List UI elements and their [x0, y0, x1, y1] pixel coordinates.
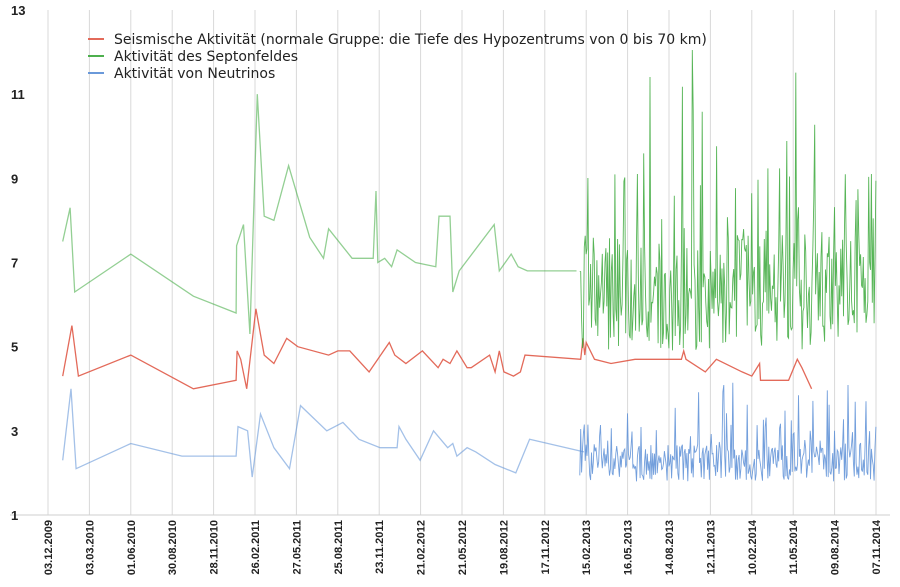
y-tick-label: 7 [11, 256, 18, 271]
x-tick-label: 17.11.2012 [540, 520, 552, 574]
x-tick-label: 01.06.2010 [126, 520, 138, 575]
series-line [62, 94, 577, 335]
x-tick-label: 26.02.2011 [250, 520, 262, 574]
y-tick-label: 1 [11, 508, 18, 523]
y-tick-label: 13 [11, 3, 25, 18]
legend-label: Seismische Aktivität (normale Gruppe: di… [114, 32, 707, 48]
y-tick-label: 9 [11, 171, 18, 186]
x-tick-label: 27.05.2011 [291, 520, 303, 574]
x-tick-label: 12.11.2013 [705, 520, 717, 574]
x-tick-label: 10.02.2014 [747, 519, 759, 575]
x-tick-label: 25.08.2011 [333, 520, 345, 574]
series-dense-segment [579, 49, 877, 351]
series-line [62, 308, 813, 390]
series-3 [62, 382, 877, 482]
legend-label: Aktivität von Neutrinos [114, 66, 275, 82]
series-line [62, 388, 585, 478]
y-tick-label: 3 [11, 424, 18, 439]
series-dense-segment [579, 382, 877, 482]
x-tick-label: 14.08.2013 [664, 520, 676, 575]
series-1 [62, 308, 813, 390]
x-tick-label: 30.08.2010 [167, 520, 179, 575]
x-tick-label: 21.02.2012 [416, 520, 428, 575]
series-layer [62, 49, 877, 482]
x-tick-label: 03.03.2010 [84, 520, 96, 575]
x-tick-label: 07.11.2014 [871, 519, 883, 574]
x-tick-label: 09.08.2014 [830, 519, 842, 575]
x-tick-label: 28.11.2010 [209, 520, 221, 574]
legend: Seismische Aktivität (normale Gruppe: di… [88, 32, 707, 82]
legend-label: Aktivität des Septonfeldes [114, 49, 298, 65]
x-tick-label: 19.08.2012 [498, 520, 510, 575]
x-tick-label: 16.05.2013 [623, 520, 635, 575]
x-tick-label: 11.05.2014 [788, 519, 800, 574]
x-tick-label: 21.05.2012 [457, 520, 469, 575]
vertical-gridlines [47, 10, 877, 515]
series-2 [62, 49, 877, 351]
x-tick-label: 15.02.2013 [581, 520, 593, 575]
y-tick-label: 11 [11, 87, 25, 102]
x-tick-label: 23.11.2011 [374, 520, 386, 574]
x-axis-tick-labels: 03.12.2009 03.03.2010 01.06.2010 30.08.2010… [43, 519, 883, 575]
y-tick-label: 5 [11, 340, 18, 355]
x-tick-label: 03.12.2009 [43, 520, 55, 575]
